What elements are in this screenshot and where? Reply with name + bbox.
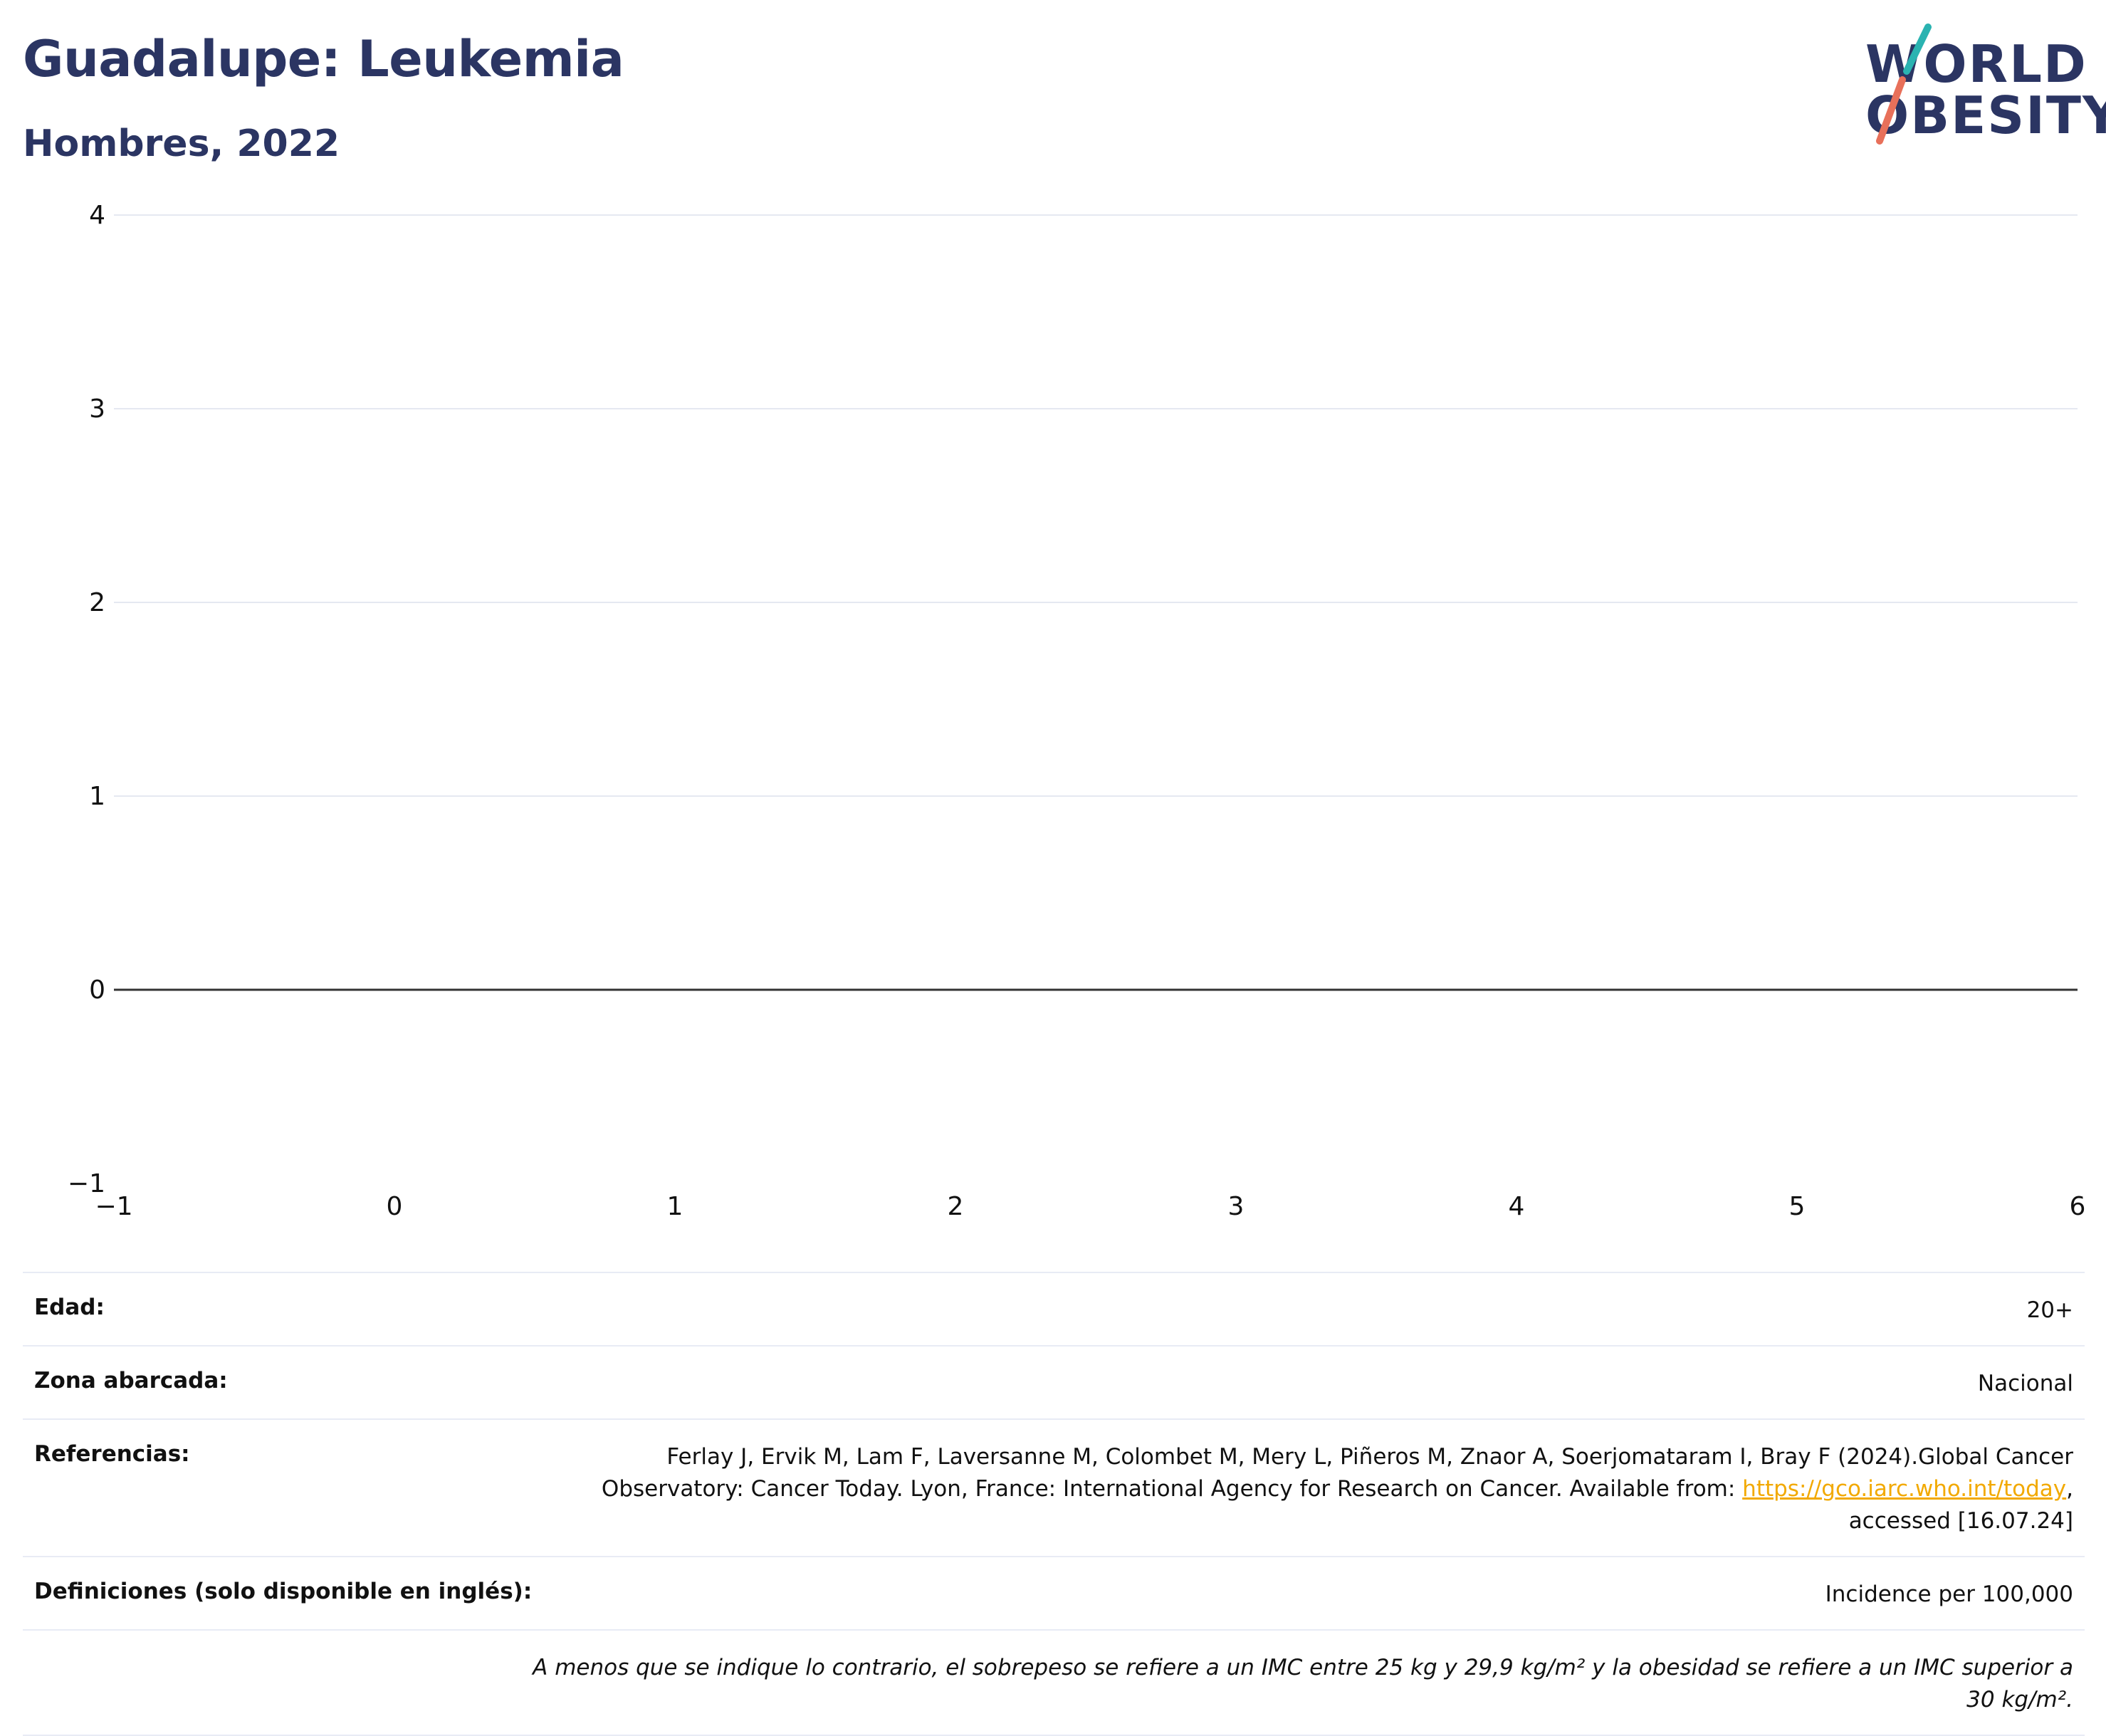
age-value: 20+ [2026, 1297, 2073, 1323]
area-label: Zona abarcada: [34, 1367, 228, 1393]
references-line3: accessed [16.07.24] [1848, 1507, 2073, 1534]
references-value: Ferlay J, Ervik M, Lam F, Laversanne M, … [602, 1441, 2073, 1537]
references-link[interactable]: https://gco.iarc.who.int/today [1742, 1475, 2067, 1502]
references-label: Referencias: [34, 1440, 190, 1467]
page-subtitle: Hombres, 2022 [23, 122, 340, 165]
y-tick-label: 0 [89, 976, 105, 1005]
note-row: A menos que se indique lo contrario, el … [23, 1628, 2085, 1736]
references-line1: Ferlay J, Ervik M, Lam F, Laversanne M, … [666, 1443, 2073, 1470]
world-obesity-logo: WORLD OBESITY [1851, 21, 2106, 150]
references-line2-prefix: Observatory: Cancer Today. Lyon, France:… [601, 1475, 1743, 1502]
definitions-value: Incidence per 100,000 [1825, 1581, 2073, 1607]
definitions-label: Definiciones (solo disponible en inglés)… [34, 1578, 533, 1604]
metadata-table: Edad: 20+ Zona abarcada: Nacional Refere… [23, 1272, 2085, 1736]
obesity-definition-note: A menos que se indique lo contrario, el … [533, 1654, 2073, 1713]
x-tick-label: 6 [2070, 1192, 2086, 1221]
x-tick-label: −1 [95, 1192, 132, 1221]
x-tick-label: 5 [1789, 1192, 1806, 1221]
x-tick-label: 0 [387, 1192, 403, 1221]
page-title: Guadalupe: Leukemia [23, 30, 624, 88]
y-tick-label: 1 [89, 782, 105, 811]
references-row: Referencias: Ferlay J, Ervik M, Lam F, L… [23, 1418, 2085, 1556]
x-tick-label: 2 [948, 1192, 964, 1221]
area-row: Zona abarcada: Nacional [23, 1344, 2085, 1418]
logo-slash-icon [1876, 23, 1932, 145]
logo-line2: OBESITY [1865, 85, 2106, 145]
references-line2-suffix: , [2066, 1475, 2073, 1502]
age-label: Edad: [34, 1295, 105, 1320]
y-tick-label: 4 [89, 201, 105, 230]
y-tick-label: 3 [89, 394, 105, 424]
x-tick-label: 3 [1228, 1192, 1245, 1221]
definitions-row: Definiciones (solo disponible en inglés)… [23, 1555, 2085, 1629]
area-value: Nacional [1977, 1370, 2073, 1396]
x-tick-label: 1 [667, 1192, 683, 1221]
y-tick-label: 2 [89, 588, 105, 617]
y-tick-label: −1 [68, 1169, 105, 1198]
x-tick-label: 4 [1509, 1192, 1525, 1221]
age-row: Edad: 20+ [23, 1272, 2085, 1345]
chart: −1 0 1 2 3 4 −1 0 1 2 3 4 5 6 [68, 201, 2086, 1221]
